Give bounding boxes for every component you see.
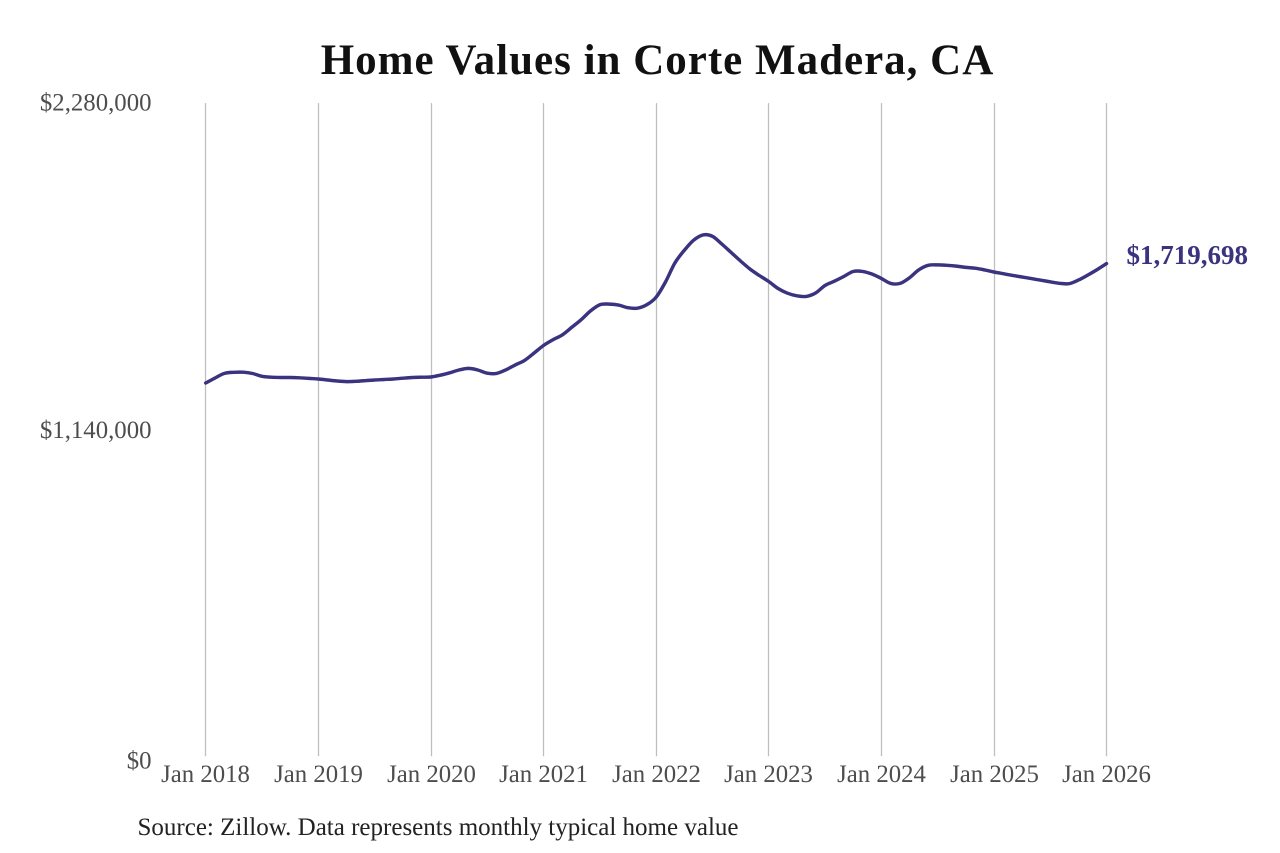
svg-text:Jan 2025: Jan 2025	[950, 761, 1039, 788]
svg-text:$2,280,000: $2,280,000	[40, 89, 152, 116]
svg-text:Jan 2021: Jan 2021	[499, 761, 588, 788]
svg-text:Jan 2018: Jan 2018	[161, 761, 250, 788]
svg-text:Jan 2019: Jan 2019	[274, 761, 363, 788]
svg-text:Jan 2026: Jan 2026	[1062, 761, 1151, 788]
svg-text:Jan 2022: Jan 2022	[612, 761, 701, 788]
svg-text:$1,140,000: $1,140,000	[40, 417, 152, 444]
svg-text:$1,719,698: $1,719,698	[1127, 240, 1249, 270]
svg-text:Jan 2023: Jan 2023	[724, 761, 813, 788]
svg-text:Jan 2024: Jan 2024	[837, 761, 926, 788]
svg-text:Source: Zillow. Data represent: Source: Zillow. Data represents monthly …	[138, 814, 739, 841]
svg-text:Home Values in Corte Madera, C: Home Values in Corte Madera, CA	[321, 37, 995, 84]
svg-text:$0: $0	[127, 748, 152, 775]
svg-text:Jan 2020: Jan 2020	[387, 761, 476, 788]
